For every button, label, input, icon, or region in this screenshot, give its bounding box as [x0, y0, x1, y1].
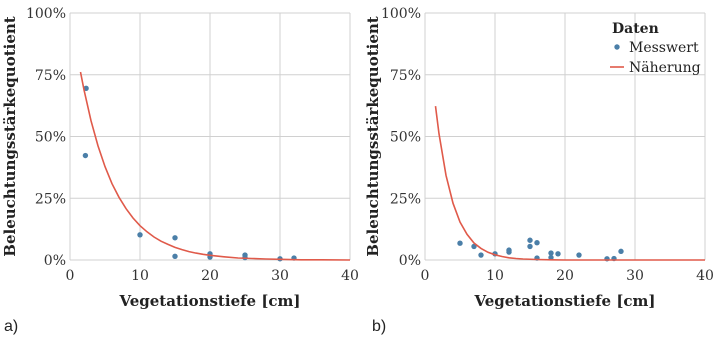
chart-panel-b: 0 10 20 30 40 0% 25% 50% 75% 100% Vegetationstiefe… — [364, 6, 714, 335]
data-point — [471, 243, 477, 250]
x-tick-label: 0 — [421, 268, 430, 284]
y-tick-label: 100% — [381, 6, 421, 22]
y-tick-label: 50% — [390, 130, 421, 146]
legend-entry-label: Messwert — [629, 40, 699, 56]
chart-panel-a: 0 10 20 30 40 0% 25% 50% 75% 100% Vegetationstiefe… — [1, 6, 359, 335]
y-tick-label: 75% — [35, 68, 66, 84]
x-tick-label: 10 — [486, 268, 504, 284]
legend-title: Daten — [612, 21, 659, 37]
data-point — [527, 237, 533, 243]
data-point — [172, 235, 178, 241]
x-tick-label: 20 — [556, 268, 574, 284]
panel-label: b) — [372, 318, 386, 335]
x-axis-label: Vegetationstiefe [cm] — [118, 292, 300, 310]
y-tick-label: 50% — [35, 130, 66, 146]
data-point — [172, 253, 178, 259]
y-tick-label: 25% — [35, 191, 66, 207]
data-point — [548, 254, 554, 261]
x-axis-label: Vegetationstiefe [cm] — [473, 292, 655, 310]
data-point — [457, 240, 463, 246]
data-point — [555, 251, 561, 257]
data-point — [618, 248, 624, 255]
panel-label: a) — [4, 318, 18, 335]
data-point — [576, 252, 582, 258]
fit-curve-line — [434, 105, 705, 261]
y-tick-label: 0% — [44, 253, 66, 269]
x-tick-label: 40 — [696, 268, 714, 284]
data-point — [548, 250, 554, 256]
x-tick-label: 40 — [341, 268, 359, 284]
data-point — [534, 240, 540, 246]
y-tick-label: 0% — [399, 253, 421, 269]
x-tick-label: 30 — [626, 268, 644, 284]
y-axis-label: Beleuchtungsstärkequotient — [1, 16, 19, 256]
y-tick-label: 100% — [26, 6, 66, 22]
data-point — [506, 249, 512, 255]
legend-entry-label: Näherung — [629, 60, 701, 76]
legend-dot-marker — [614, 44, 620, 50]
y-tick-label: 25% — [390, 191, 421, 207]
x-tick-label: 20 — [201, 268, 219, 284]
fit-curve-line — [79, 71, 351, 261]
legend: Daten Messwert Näherung — [610, 21, 701, 76]
x-tick-label: 0 — [66, 268, 75, 284]
x-tick-label: 30 — [271, 268, 289, 284]
x-tick-label: 10 — [131, 268, 149, 284]
data-point — [478, 252, 484, 258]
y-axis-label: Beleuchtungsstärkequotient — [364, 16, 382, 256]
data-point — [137, 232, 143, 238]
data-point — [82, 152, 89, 159]
y-tick-label: 75% — [390, 68, 421, 84]
data-point — [527, 243, 533, 250]
